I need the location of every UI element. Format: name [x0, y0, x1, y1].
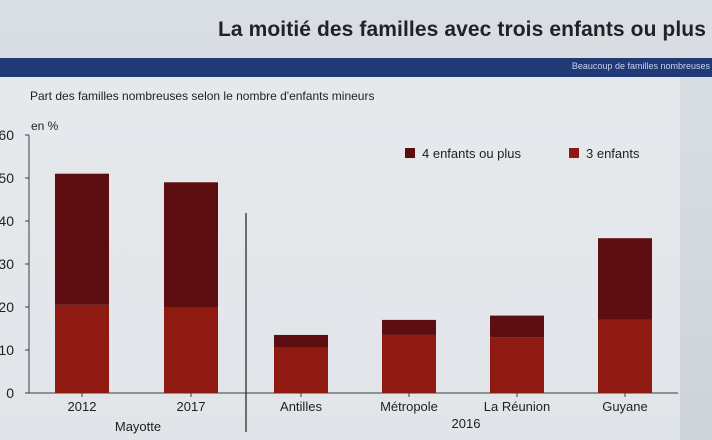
- bar-segment-four-plus-children: [382, 319, 436, 335]
- x-tick-label: Métropole: [380, 399, 438, 414]
- bar-segment-four-plus-children: [55, 173, 109, 305]
- legend-swatch: [569, 148, 579, 158]
- x-tick-label: 2012: [68, 399, 97, 414]
- y-axis-unit: en %: [31, 119, 59, 133]
- x-tick-label: Antilles: [280, 399, 322, 414]
- chart-subtitle: Part des familles nombreuses selon le no…: [30, 89, 375, 103]
- legend-swatch: [405, 148, 415, 158]
- slide-title: La moitié des familles avec trois enfant…: [217, 18, 706, 41]
- y-tick-label: 0: [6, 385, 14, 401]
- band-text: Beaucoup de familles nombreuses: [571, 61, 710, 71]
- x-tick-label: Guyane: [602, 399, 648, 414]
- chart-panel: [0, 77, 680, 440]
- bar-segment-three-children: [274, 347, 328, 393]
- bar-segment-three-children: [382, 334, 436, 393]
- x-tick-label: 2017: [177, 399, 206, 414]
- bar-segment-three-children: [55, 304, 109, 393]
- bar-segment-four-plus-children: [598, 238, 652, 320]
- y-tick-label: 30: [0, 256, 14, 272]
- bar-segment-three-children: [598, 319, 652, 393]
- legend-label: 3 enfants: [586, 146, 640, 161]
- y-tick-label: 20: [0, 299, 14, 315]
- bar-segment-four-plus-children: [164, 182, 218, 307]
- header-band: Beaucoup de familles nombreuses: [0, 58, 712, 77]
- y-tick-label: 50: [0, 170, 14, 186]
- group-label: Mayotte: [115, 419, 161, 434]
- group-label: 2016: [452, 416, 481, 431]
- bar-segment-four-plus-children: [274, 334, 328, 348]
- bar-segment-four-plus-children: [490, 315, 544, 338]
- bar-segment-three-children: [490, 337, 544, 393]
- y-tick-label: 40: [0, 213, 14, 229]
- x-tick-label: La Réunion: [484, 399, 551, 414]
- bar-segment-three-children: [164, 307, 218, 393]
- y-tick-label: 60: [0, 127, 14, 143]
- legend-label: 4 enfants ou plus: [422, 146, 522, 161]
- y-tick-label: 10: [0, 342, 14, 358]
